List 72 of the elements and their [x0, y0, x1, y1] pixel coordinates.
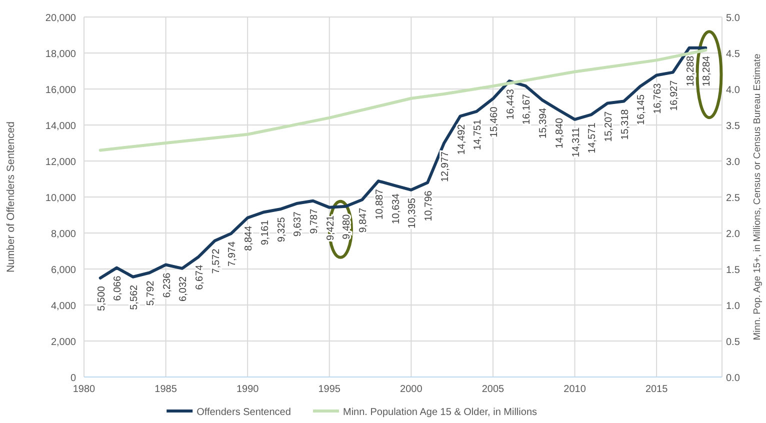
y-tick-label: 8,000: [50, 229, 76, 240]
y-tick-label: 0: [70, 373, 76, 384]
data-label: 5,500: [96, 286, 108, 312]
legend-label: Minn. Population Age 15 & Older, in Millions: [343, 407, 537, 418]
data-label: 7,974: [227, 241, 238, 266]
data-label: 9,787: [309, 208, 320, 234]
data-label: 15,394: [538, 107, 550, 138]
data-label: 6,674: [194, 264, 206, 290]
x-tick-label: 2015: [645, 384, 668, 395]
y2-tick-label: 4.5: [726, 49, 740, 60]
y-axis-title: Number of Offenders Sentenced: [5, 121, 17, 272]
data-label: 14,492: [456, 124, 468, 155]
data-label: 9,637: [292, 211, 304, 237]
data-label: 6,236: [162, 272, 173, 298]
x-tick-label: 2005: [482, 384, 505, 395]
data-label: 16,927: [668, 80, 680, 111]
y2-tick-label: 2.0: [726, 229, 740, 240]
data-label: 6,032: [178, 276, 190, 302]
y2-tick-label: 5.0: [726, 13, 740, 24]
data-label: 14,840: [554, 117, 566, 148]
y-tick-label: 2,000: [50, 337, 76, 348]
data-label: 10,887: [374, 188, 386, 220]
data-label: 9,480: [342, 214, 353, 240]
data-label: 16,443: [505, 88, 516, 120]
y2-axis-title: Minn. Pop. Age 15+, in Millions, Census or Census Bureau Estimate: [752, 54, 763, 340]
x-tick-label: 1995: [318, 384, 341, 395]
data-label: 15,318: [620, 108, 631, 140]
y2-tick-label: 0.5: [726, 337, 740, 348]
data-label: 6,066: [112, 275, 124, 301]
data-label: 8,844: [244, 225, 255, 251]
y2-tick-label: 1.0: [726, 301, 740, 312]
x-tick-label: 2000: [400, 384, 423, 395]
x-tick-label: 1980: [72, 384, 96, 395]
y-tick-label: 16,000: [45, 85, 76, 96]
data-label: 10,634: [390, 193, 402, 224]
y-tick-label: 14,000: [45, 121, 76, 132]
y-tick-label: 4,000: [50, 301, 76, 312]
data-label: 10,395: [407, 197, 418, 228]
y2-tick-label: 0.0: [726, 373, 740, 384]
x-tick-label: 1985: [154, 384, 178, 395]
data-label: 9,161: [260, 220, 271, 246]
x-tick-label: 2010: [564, 384, 586, 395]
data-label: 5,562: [129, 284, 140, 310]
y-tick-label: 6,000: [50, 265, 76, 276]
data-label: 10,796: [424, 190, 435, 222]
data-label: 15,207: [603, 110, 614, 142]
y-tick-label: 10,000: [45, 193, 76, 204]
y2-tick-label: 2.5: [726, 193, 740, 204]
data-label: 5,792: [145, 280, 156, 306]
data-label: 16,763: [652, 82, 664, 114]
y2-tick-label: 3.0: [726, 157, 740, 168]
data-label: 9,421: [325, 214, 336, 240]
y2-tick-label: 4.0: [726, 85, 740, 96]
data-label: 9,325: [276, 216, 288, 242]
data-label: 14,571: [587, 122, 598, 154]
legend-label: Offenders Sentenced: [196, 407, 291, 418]
y2-tick-label: 3.5: [726, 121, 740, 132]
data-label: 12,977: [440, 150, 451, 182]
y-tick-label: 12,000: [45, 157, 76, 168]
y-tick-label: 18,000: [45, 49, 76, 60]
x-tick-label: 1990: [236, 384, 260, 395]
data-label: 9,847: [358, 207, 370, 233]
y-tick-label: 20,000: [45, 13, 76, 24]
y2-tick-label: 1.5: [726, 265, 740, 276]
data-label: 14,311: [570, 126, 582, 158]
data-label: 14,751: [472, 119, 484, 150]
data-label: 16,145: [636, 94, 648, 125]
data-label: 16,167: [522, 94, 533, 125]
data-label: 7,572: [210, 248, 222, 274]
data-label: 18,284: [702, 55, 713, 86]
data-label: 18,288: [685, 55, 696, 86]
data-label: 15,460: [488, 106, 500, 138]
